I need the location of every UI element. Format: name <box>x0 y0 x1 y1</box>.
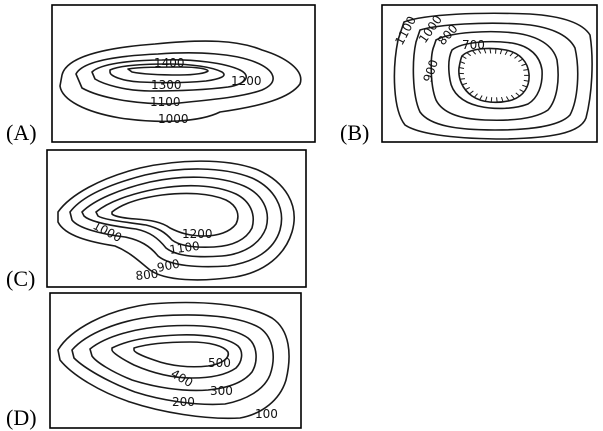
map-a-label-1100: 1100 <box>150 95 181 109</box>
option-a-marker: (A) <box>6 120 37 145</box>
hachure-tick <box>515 92 520 97</box>
hachure-tick <box>510 94 515 100</box>
map-c-label-1100: 1100 <box>168 239 200 257</box>
hachure-tick <box>518 58 524 62</box>
hachure-tick <box>490 97 493 103</box>
map-d-label-200: 200 <box>172 395 195 409</box>
map-d-contour-3 <box>89 324 257 392</box>
hachure-tick <box>489 48 492 54</box>
hachure-tick <box>514 54 519 59</box>
hachure-tick <box>465 86 470 91</box>
map-c-contour-2 <box>69 168 283 268</box>
map-a-contour-4 <box>109 63 225 84</box>
map-c-contour-outer <box>57 160 295 281</box>
map-c-label-800: 800 <box>135 267 159 283</box>
map-b-label-1100: 1100 <box>392 14 419 48</box>
hachure-tick <box>496 97 498 103</box>
map-d-label-400: 400 <box>169 366 196 390</box>
hachure-tick <box>477 48 482 54</box>
hachure-tick <box>484 96 488 102</box>
hachure-tick <box>460 61 466 64</box>
map-c-contour-3 <box>81 176 269 258</box>
map-d-contour-inner <box>133 341 230 368</box>
map-a-contour-inner <box>127 66 209 76</box>
map-d-label-100: 100 <box>255 407 278 421</box>
hachure-tick <box>479 95 483 101</box>
hachure-tick <box>461 55 467 59</box>
map-a-contour-outer <box>59 40 302 123</box>
hachure-tick <box>458 66 465 70</box>
map-a-label-1300: 1300 <box>151 78 182 92</box>
map-c-contour-inner <box>111 192 239 237</box>
map-b-contour-depression <box>458 47 530 104</box>
map-b-contour-2 <box>412 22 579 131</box>
hachure-tick <box>519 89 525 93</box>
hachure-tick <box>523 69 529 71</box>
hachure-tick <box>522 84 528 88</box>
map-d-label-500: 500 <box>208 356 231 370</box>
option-b: 1100 1000 800 700 900 (B) <box>340 4 598 145</box>
hachure-tick <box>459 78 466 80</box>
hachure-tick <box>500 96 504 103</box>
hachure-tick <box>509 51 514 57</box>
map-b-label-900: 900 <box>421 58 441 84</box>
option-d: 500 400 300 200 100 (D) <box>6 292 302 430</box>
hachure-tick <box>505 96 510 102</box>
map-d-contour-4 <box>111 334 243 379</box>
map-c-label-900: 900 <box>156 256 181 274</box>
map-c-label-1200: 1200 <box>182 227 213 241</box>
map-b-contour-4 <box>447 40 543 110</box>
map-a-label-1200: 1200 <box>231 74 262 88</box>
map-b-label-700: 700 <box>462 38 485 52</box>
map-b-contour-3 <box>430 30 559 122</box>
hachure-tick <box>471 50 477 55</box>
map-c-frame <box>46 149 307 288</box>
hachure-tick <box>473 93 478 98</box>
hachure-tick <box>521 63 527 67</box>
map-a-contour-3 <box>91 59 248 92</box>
option-c-marker: (C) <box>6 266 35 291</box>
map-b-frame <box>381 4 598 143</box>
hachure-tick <box>469 90 474 95</box>
option-b-marker: (B) <box>340 120 369 145</box>
map-c-label-1000: 1000 <box>91 218 125 245</box>
hachure-tick <box>499 49 503 55</box>
map-d-contour-outer <box>57 301 290 420</box>
map-a-label-1000: 1000 <box>158 112 189 126</box>
map-a-contour-2 <box>75 52 274 105</box>
map-d-frame <box>49 292 302 429</box>
map-d-label-300: 300 <box>210 384 233 398</box>
hachure-tick <box>523 79 529 82</box>
hachure-tick <box>466 52 472 57</box>
map-b-depression-hachures <box>458 48 530 103</box>
map-a-frame <box>51 4 316 143</box>
hachure-tick <box>504 50 509 55</box>
map-a-label-1400: 1400 <box>154 56 185 70</box>
map-c-contour-4 <box>95 184 254 249</box>
hachure-tick <box>461 82 468 86</box>
hachure-tick <box>483 48 487 54</box>
option-a: 1400 1300 1200 1100 1000 (A) <box>6 4 316 145</box>
map-b-contour-outer <box>393 12 593 140</box>
option-c: 1000 1200 1100 900 800 (C) <box>6 149 307 291</box>
option-d-marker: (D) <box>6 405 37 430</box>
map-d-contour-2 <box>71 314 274 406</box>
